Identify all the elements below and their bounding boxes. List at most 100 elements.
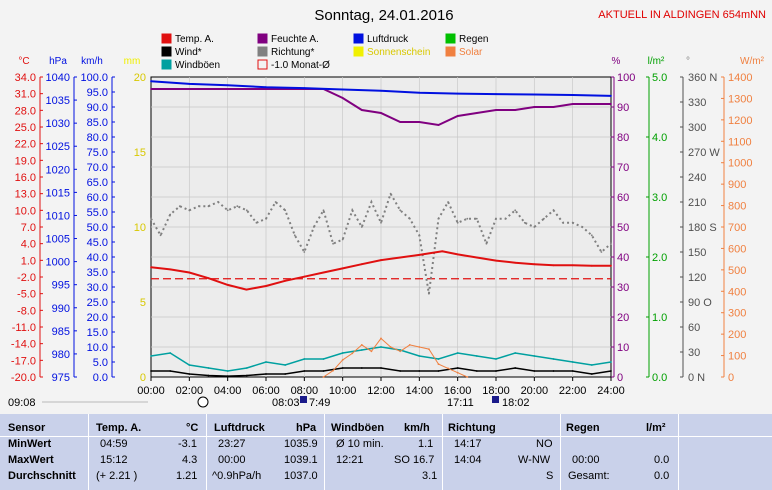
series-richtung-point <box>370 201 373 203</box>
sunrise-icon <box>300 396 307 403</box>
series-windb-en-point <box>188 364 191 366</box>
series-temp-a-point <box>207 277 210 280</box>
axis-tick-label: -2.0 <box>17 272 36 284</box>
series-windb-en-point <box>341 352 344 354</box>
axis-tick-label: 0.0 <box>652 372 667 384</box>
series-solar-point <box>389 346 392 348</box>
axis-tick-label: 4.0 <box>652 132 667 144</box>
series-windb-en-point <box>590 364 593 366</box>
series-richtung-point <box>178 205 181 208</box>
series-feuchte-a-point <box>341 97 344 99</box>
x-axis-tick-label: 20:00 <box>521 385 549 397</box>
stats-header-gust-unit: km/h <box>404 422 430 434</box>
series-richtung-point <box>475 217 478 220</box>
stats-table: Sensor Temp. A. °C Luftdruck hPa Windböe… <box>0 414 772 490</box>
max-temp-time: 15:12 <box>100 454 128 466</box>
series-feuchte-a-point <box>418 121 421 123</box>
min-pressure-time: 23:27 <box>218 438 246 450</box>
x-axis-tick-label: 22:00 <box>559 385 587 397</box>
series-temp-a-point <box>456 253 459 256</box>
max-rain-time: 00:00 <box>572 454 600 466</box>
series-wind-point <box>495 370 497 372</box>
pressure-unit-label: hPa <box>49 56 67 67</box>
axis-tick-label: 25.0 <box>87 297 108 309</box>
series-windb-en-point <box>552 358 555 360</box>
rain-rate-unit-label: mm <box>124 56 141 67</box>
axis-tick-label: 16.0 <box>15 172 36 184</box>
series-feuchte-a-point <box>226 88 229 90</box>
series-richtung-point <box>169 213 172 216</box>
axis-tick-label: 700 <box>728 222 746 234</box>
legend-label: Richtung* <box>271 47 314 58</box>
x-axis-tick-label: 04:00 <box>214 385 242 397</box>
series-feuchte-a-point <box>380 112 382 114</box>
stats-header-sensor: Sensor <box>8 422 46 434</box>
series-richtung-point <box>217 201 220 203</box>
series-richtung-point <box>322 209 325 212</box>
series-richtung-point <box>485 242 488 245</box>
series-windb-en-point <box>322 358 325 360</box>
wind-unit-label: km/h <box>81 56 103 67</box>
series-richtung-point <box>360 226 363 228</box>
series-richtung-point <box>265 217 267 220</box>
axis-tick-label: 95.0 <box>87 87 108 99</box>
series-feuchte-a-point <box>514 109 517 111</box>
series-richtung-point <box>447 201 449 203</box>
axis-tick-label: 13.0 <box>15 189 36 201</box>
series-luftdruck-point <box>456 92 459 95</box>
series-windb-en-point <box>150 355 152 357</box>
avg-temp-value: 1.21 <box>176 470 198 482</box>
legend-label: Windböen <box>175 60 220 71</box>
series-wind-point <box>150 370 152 372</box>
series-wind-point <box>265 373 267 375</box>
axis-tick-label: -11.0 <box>12 322 36 334</box>
series-richtung-point <box>188 209 191 212</box>
legend-label: Solar <box>459 47 483 58</box>
series-temp-a-point <box>514 261 517 264</box>
axis-tick-label: 1200 <box>728 115 752 127</box>
series-temp-a-point <box>380 259 382 261</box>
series-solar-point <box>447 367 449 370</box>
series-windb-en-point <box>245 367 248 369</box>
axis-tick-label: 22.0 <box>15 139 36 151</box>
axis-unit-labels: °C hPa km/h mm % l/m² ° W/m² <box>18 56 764 67</box>
axis-tick-label: 55.0 <box>87 207 108 219</box>
avg-pressure-value: 1037.0 <box>284 470 318 482</box>
series-solar-point <box>408 344 411 346</box>
sunset-icon <box>492 396 499 403</box>
series-richtung-point <box>408 217 411 220</box>
series-richtung-point <box>351 209 354 212</box>
series-richtung-point <box>543 217 545 220</box>
plot-grid <box>151 77 611 377</box>
legend-label: Sonnenschein <box>367 47 430 58</box>
series-temp-a-point <box>533 263 536 266</box>
series-feuchte-a-point <box>150 88 152 90</box>
series-wind-point <box>418 370 421 372</box>
series-feuchte-a-point <box>495 109 497 111</box>
left-time-label: 09:08 <box>8 397 36 409</box>
axis-tick-label: 35.0 <box>87 267 108 279</box>
axis-tick-label: 85.0 <box>87 117 108 129</box>
total-rain-value: 0.0 <box>654 470 670 482</box>
series-wind-point <box>610 370 612 372</box>
x-axis-tick-label: 10:00 <box>329 385 357 397</box>
axis-tick-label: 100.0 <box>80 72 108 84</box>
series-temp-a-point <box>552 264 555 267</box>
stats-header-pressure-unit: hPa <box>296 422 317 434</box>
series-feuchte-a-point <box>590 103 593 105</box>
series-windb-en-point <box>207 367 210 369</box>
axis-tick-label: 5.0 <box>652 72 667 84</box>
series-temp-a-point <box>341 267 344 270</box>
series-feuchte-a-point <box>437 124 440 126</box>
series-luftdruck-point <box>610 95 612 97</box>
axis-tick-label: 50.0 <box>87 222 108 234</box>
axis-tick-label: 7.0 <box>21 222 36 234</box>
series-temp-a-point <box>418 254 421 256</box>
axis-tick-label: -17.0 <box>11 355 36 367</box>
chart-axes: 34.0 31.0 28.0 25.0 22.0 19.0 16.0 13.0 10.0 7.0 4… <box>11 72 753 384</box>
series-windb-en-point <box>169 352 172 354</box>
rain-sum-unit-label: l/m² <box>648 56 665 67</box>
series-richtung-point <box>332 242 334 245</box>
series-luftdruck-point <box>226 84 229 87</box>
